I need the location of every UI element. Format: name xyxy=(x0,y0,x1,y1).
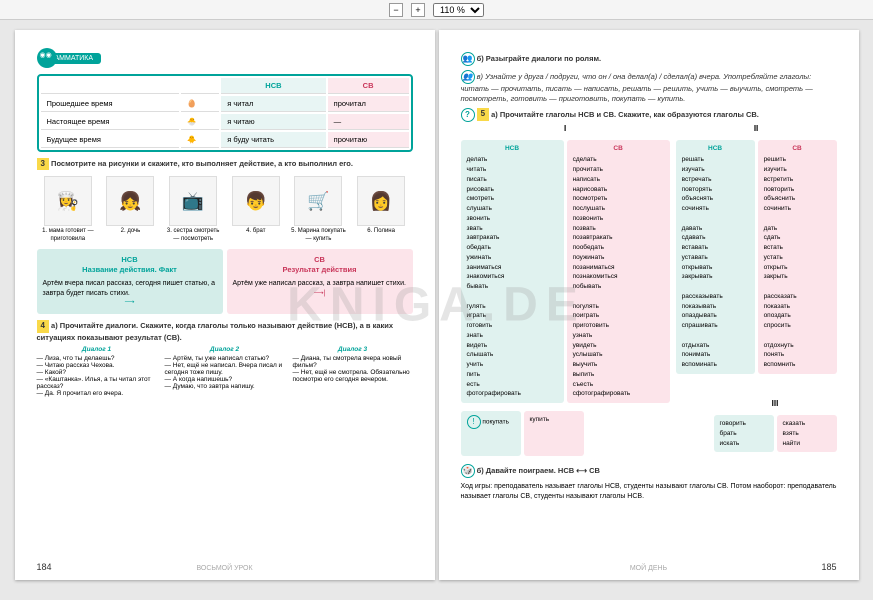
dialog-2-body: — Артём, ты уже написал статью? — Нет, е… xyxy=(165,355,285,390)
verb-group-3: говорить брать искать сказать взять найт… xyxy=(714,415,837,452)
page-left: ГРАММАТИКА НСВСВ Прошедшее время🥚я читал… xyxy=(15,30,435,580)
dialog-3: Диалог 3 — Диана, ты смотрела вчера новый… xyxy=(293,346,413,397)
zoom-in-button[interactable]: + xyxy=(411,3,425,17)
hsv-box-title: НСВ Название действия. Факт xyxy=(43,255,217,276)
illus-img: 📺 xyxy=(169,176,217,226)
dice-icon: 🎲 xyxy=(461,464,475,478)
verb-group-1: НСВделать читать писать рисовать смотрет… xyxy=(461,140,670,404)
illus-img: 👦 xyxy=(232,176,280,226)
illus-4: 👦 4. брат xyxy=(228,176,283,242)
verb-list: решить изучить встретить повторить объяс… xyxy=(764,155,831,370)
hsv-box-body: Артём вчера писал рассказ, сегодня пишет… xyxy=(43,279,217,299)
verb-col-1-hsv: НСВделать читать писать рисовать смотрет… xyxy=(461,140,564,404)
tense-icon: 🐥 xyxy=(181,132,219,148)
task-num-3: 3 xyxy=(37,158,49,170)
verb-col-3b-hsv: говорить брать искать xyxy=(714,415,774,452)
verb-col-1-sv: СВсделать прочитать написать нарисовать … xyxy=(567,140,670,404)
verb-group-3-wrap: ! покупать купить III говорить брать иск… xyxy=(461,411,837,456)
task-4: 4 а) Прочитайте диалоги. Скажите, когда … xyxy=(37,320,413,342)
illus-caption: 4. брат xyxy=(228,228,283,235)
footer-left: ВОСЬМОЙ УРОК xyxy=(196,565,252,572)
dialog-2-title: Диалог 2 xyxy=(165,346,285,353)
illus-1: 👩‍🍳 1. мама готовит — приготовила xyxy=(40,176,95,242)
dialogs: Диалог 1 — Лиза, что ты делаешь? — Читаю … xyxy=(37,346,413,397)
verb-list: делать читать писать рисовать смотреть с… xyxy=(467,155,558,399)
verb-col-2-sv: СВрешить изучить встретить повторить объ… xyxy=(758,140,837,374)
dialog-1-title: Диалог 1 xyxy=(37,346,157,353)
sv-box: СВ Результат действия Артём уже написал … xyxy=(227,249,413,314)
viewer-toolbar: − + 110 % xyxy=(0,0,873,20)
tense-table: НСВСВ Прошедшее время🥚я читалпрочитал На… xyxy=(37,74,413,152)
roman-2: II xyxy=(754,124,758,133)
verb-col-3a-sv: купить xyxy=(524,411,584,456)
tense-row-label: Будущее время xyxy=(41,132,180,148)
verb-col-3b-sv: сказать взять найти xyxy=(777,415,837,452)
zoom-select[interactable]: 110 % xyxy=(433,3,484,17)
illus-3: 📺 3. сестра смотреть — посмотреть xyxy=(166,176,221,242)
tense-row-label: Прошедшее время xyxy=(41,96,180,112)
roman-1: I xyxy=(564,124,566,133)
question-icon: ? xyxy=(461,108,475,122)
task-5b: 🎲 б) Давайте поиграем. НСВ ⟷ СВ xyxy=(461,464,837,478)
illus-caption: 6. Полина xyxy=(354,228,409,235)
illus-img: 👩 xyxy=(357,176,405,226)
verb-col-2-hsv: НСВрешать изучать встречать повторять об… xyxy=(676,140,755,374)
roman-3: III xyxy=(772,399,779,408)
tense-cell: я читал xyxy=(221,96,325,112)
game-instructions: Ход игры: преподаватель называет глаголы… xyxy=(461,482,837,502)
illus-caption: 3. сестра смотреть — посмотреть xyxy=(166,228,221,242)
attention-icon: ! xyxy=(467,415,481,429)
task-num-5: 5 xyxy=(477,108,489,120)
verb-col-3a-hsv: ! покупать xyxy=(461,411,521,456)
dialog-2: Диалог 2 — Артём, ты уже написал статью? … xyxy=(165,346,285,397)
task-3: 3 Посмотрите на рисунки и скажите, кто в… xyxy=(37,158,413,170)
verb-list: сделать прочитать написать нарисовать по… xyxy=(573,155,664,399)
tense-cell: прочитал xyxy=(328,96,409,112)
illus-caption: 2. дочь xyxy=(103,228,158,235)
tense-cell: — xyxy=(328,114,409,130)
illus-2: 👧 2. дочь xyxy=(103,176,158,242)
illustration-row: 👩‍🍳 1. мама готовит — приготовила 👧 2. доч… xyxy=(37,176,413,242)
tense-cell: я читаю xyxy=(221,114,325,130)
sv-box-body: Артём уже написал рассказ, а завтра напи… xyxy=(233,279,407,289)
illus-img: 👧 xyxy=(106,176,154,226)
dialog-1-body: — Лиза, что ты делаешь? — Читаю рассказ … xyxy=(37,355,157,397)
dialogue-icon: 👥 xyxy=(461,52,475,66)
illus-img: 👩‍🍳 xyxy=(44,176,92,226)
sv-box-title: СВ Результат действия xyxy=(233,255,407,276)
tense-icon: 🥚 xyxy=(181,96,219,112)
illus-6: 👩 6. Полина xyxy=(354,176,409,242)
task-4b: 👥 б) Разыграйте диалоги по ролям. xyxy=(461,52,837,66)
tense-header-hsv: НСВ xyxy=(221,78,325,94)
tense-cell: прочитаю xyxy=(328,132,409,148)
illus-img: 🛒 xyxy=(294,176,342,226)
page-spread: KNIGA.DE ГРАММАТИКА НСВСВ Прошедшее врем… xyxy=(0,20,873,590)
task-5: ? 5 а) Прочитайте глаголы НСВ и СВ. Скаж… xyxy=(461,108,837,122)
dialogue-icon: 👥 xyxy=(461,70,475,84)
dialog-1: Диалог 1 — Лиза, что ты делаешь? — Читаю … xyxy=(37,346,157,397)
task-num-4: 4 xyxy=(37,320,49,332)
illus-5: 🛒 5. Марина покупать — купить xyxy=(291,176,346,242)
verb-group-2: НСВрешать изучать встречать повторять об… xyxy=(676,140,837,374)
tense-icon: 🐣 xyxy=(181,114,219,130)
tense-header-sv: СВ xyxy=(328,78,409,94)
dialog-3-body: — Диана, ты смотрела вчера новый фильм? … xyxy=(293,355,413,383)
verb-list: покупать xyxy=(482,419,509,426)
dialog-3-title: Диалог 3 xyxy=(293,346,413,353)
page-number-right: 185 xyxy=(821,562,836,572)
verb-list: решать изучать встречать повторять объяс… xyxy=(682,155,749,370)
footer-right: МОЙ ДЕНЬ xyxy=(630,565,667,572)
tense-row-label: Настоящее время xyxy=(41,114,180,130)
aspect-boxes: НСВ Название действия. Факт Артём вчера … xyxy=(37,249,413,314)
page-right: 👥 б) Разыграйте диалоги по ролям. 👥 в) У… xyxy=(439,30,859,580)
owl-icon xyxy=(37,48,57,68)
illus-caption: 5. Марина покупать — купить xyxy=(291,228,346,242)
tense-cell: я буду читать xyxy=(221,132,325,148)
zoom-out-button[interactable]: − xyxy=(389,3,403,17)
hsv-box: НСВ Название действия. Факт Артём вчера … xyxy=(37,249,223,314)
illus-caption: 1. мама готовит — приготовила xyxy=(40,228,95,242)
page-number-left: 184 xyxy=(37,562,52,572)
task-4v: 👥 в) Узнайте у друга / подруги, что он /… xyxy=(461,70,837,104)
